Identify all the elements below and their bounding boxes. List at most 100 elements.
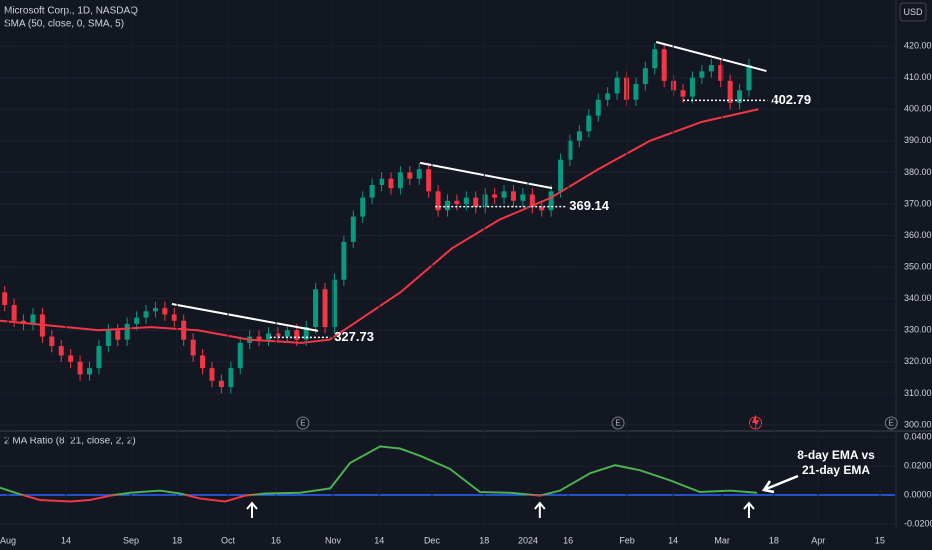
x-tick-label: Oct [221,535,236,545]
candle-body [708,65,714,72]
candle-body [435,191,441,211]
y-tick-label: 0.0400 [904,431,932,441]
x-tick-label: 14 [668,535,678,545]
event-label: E [615,419,620,428]
candle-body [124,323,130,340]
candle-body [369,185,375,198]
candle-body [58,346,64,356]
candle-body [134,317,140,324]
candle-body [426,169,432,192]
candle-body [77,361,83,375]
candle-body [501,191,507,198]
candle-body [397,172,403,189]
candle-body [228,368,234,388]
y-tick-label: 420.00 [904,40,932,50]
x-tick-label: 15 [875,535,885,545]
candle-body [699,71,705,78]
y-tick-label: 410.00 [904,72,932,82]
note-text: 21-day EMA [802,463,870,477]
candle-body [539,207,545,211]
candle-body [652,49,658,69]
x-tick-label: 2024 [518,535,538,545]
note-text: 8-day EMA vs [797,448,875,462]
currency-button[interactable] [899,2,927,22]
candle-body [284,330,290,337]
candle-body [510,191,516,201]
x-tick-label: 18 [769,535,779,545]
candle-body [689,77,695,97]
trendline [655,41,767,73]
candle-body [445,200,450,211]
y-tick-label: 390.00 [904,135,932,145]
y-tick-label: 0.0000 [904,489,932,499]
candle-body [727,80,733,103]
y-tick-label: 0.0200 [904,460,932,470]
candle-body [737,90,743,103]
candle-body [256,336,262,340]
candle-body [492,194,498,198]
up-arrow [246,501,258,518]
candle-body [49,336,55,347]
y-tick-label: 370.00 [904,198,932,208]
up-arrow [743,501,755,518]
level-label: 327.73 [334,329,374,344]
level-label: 402.79 [771,92,811,107]
candle-body [746,65,752,91]
y-tick-label: 310.00 [904,388,932,398]
candle-body [558,159,564,192]
candle-body [68,355,74,362]
candle-body [529,194,535,208]
event-marker [884,416,898,430]
note-arrow [761,474,799,494]
dividend-icon [752,414,759,429]
x-tick-label: 18 [172,535,182,545]
candle-body [416,169,422,179]
candle-body [237,342,243,369]
candle-body [614,77,620,94]
x-tick-label: 16 [271,535,281,545]
candle-body [360,197,366,217]
candle-body [407,172,413,179]
sma-line [0,108,759,344]
x-tick-label: Nov [325,535,342,545]
candle-body [520,194,526,201]
candle-body [482,194,488,208]
candle-body [718,65,724,81]
candle-body [143,311,149,318]
x-tick-label: Feb [619,535,635,545]
candle-body [576,131,582,141]
candle-body [294,330,300,340]
candle-body [209,368,215,381]
x-tick-label: Sep [123,535,139,545]
y-tick-label: 330.00 [904,325,932,335]
trendline [419,161,553,190]
candle-body [200,355,206,369]
candle-body [322,289,328,328]
candle-body [350,216,356,242]
candle-body [605,93,611,100]
x-tick-label: Aug [0,535,16,545]
candle-body [379,178,385,186]
candle-body [2,292,8,305]
candle-body [586,115,592,132]
x-tick-label: Apr [811,535,825,545]
y-tick-label: 400.00 [904,104,932,114]
up-arrow [534,501,546,518]
candle-body [96,346,102,369]
candle-body [548,191,554,211]
candle-body [463,197,469,204]
event-label: E [889,419,894,428]
x-tick-label: 16 [563,535,573,545]
indicator-name: SMA (50, close, 0, SMA, 5) [4,19,124,30]
candle-body [87,368,92,375]
x-tick-label: Mar [714,535,730,545]
candle-body [341,241,347,280]
y-tick-label: 340.00 [904,293,932,303]
y-tick-label: 350.00 [904,261,932,271]
ratio-line-negative [18,494,547,503]
event-marker [611,416,625,430]
candle-body [661,49,667,81]
candle-body [11,304,17,321]
candle-body [266,333,271,340]
candle-body [171,314,177,321]
